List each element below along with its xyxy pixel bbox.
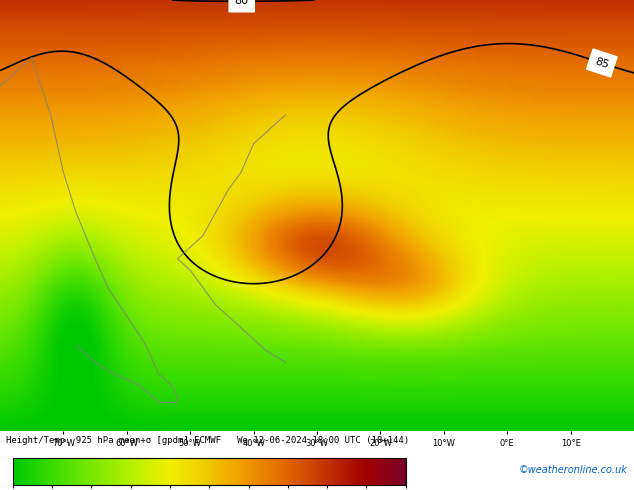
Text: 85: 85	[593, 56, 610, 70]
Text: 80: 80	[235, 0, 249, 6]
Text: Height/Temp. 925 hPa mean+σ [gpdm] ECMWF   We 12-06-2024 18:00 UTC (18+144): Height/Temp. 925 hPa mean+σ [gpdm] ECMWF…	[6, 436, 410, 445]
Text: ©weatheronline.co.uk: ©weatheronline.co.uk	[519, 466, 628, 475]
